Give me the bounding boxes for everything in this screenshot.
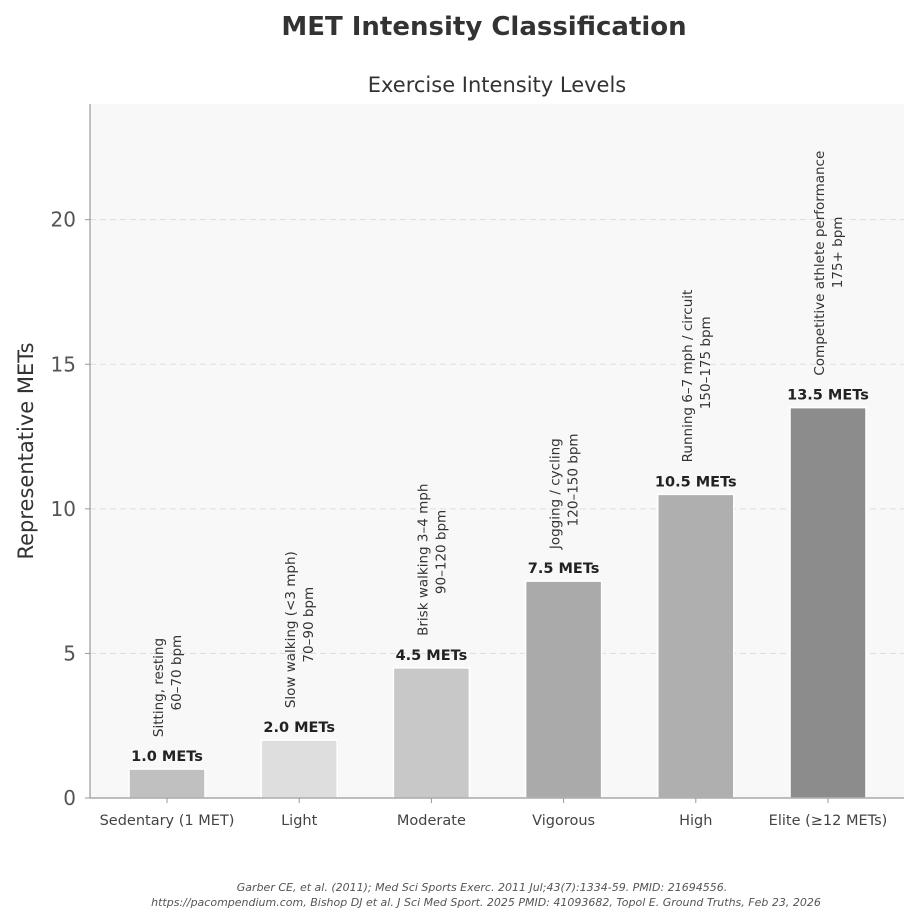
x-tick-label-5: Elite (≥12 METs) xyxy=(769,813,888,829)
bar-4 xyxy=(657,493,735,799)
annotation-activity-4: Running 6–7 mph / circuit xyxy=(680,290,696,463)
source-line-2: https://pacompendium.com, Bishop DJ et a… xyxy=(151,896,821,909)
annotation-heart-rate-1: 70–90 bpm xyxy=(301,587,317,663)
annotation-heart-rate-4: 150–175 bpm xyxy=(698,316,714,409)
bar-5 xyxy=(789,406,867,799)
x-ticks: Sedentary (1 MET) Light Moderate Vigorous Hi… xyxy=(100,798,888,829)
annotation-2: Brisk walking 3–4 mph 90–120 bpm xyxy=(415,484,449,636)
grid-lines xyxy=(90,219,904,654)
annotation-4: Running 6–7 mph / circuit 150–175 bpm xyxy=(680,290,714,463)
annotation-heart-rate-5: 175+ bpm xyxy=(830,217,846,289)
annotation-activity-5: Competitive athlete performance xyxy=(812,151,828,376)
y-ticks: 0 5 10 15 20 xyxy=(51,208,90,810)
annotation-heart-rate-3: 120–150 bpm xyxy=(566,433,582,526)
annotation-3: Jogging / cycling 120–150 bpm xyxy=(548,433,582,550)
value-label-4: 10.5 METs xyxy=(655,474,737,490)
y-tick-label-3: 15 xyxy=(51,352,76,376)
annotation-activity-3: Jogging / cycling xyxy=(548,438,564,550)
y-tick-label-4: 20 xyxy=(51,208,76,232)
annotation-0: Sitting, resting 60–70 bpm xyxy=(151,635,185,737)
x-tick-label-2: Moderate xyxy=(397,813,466,829)
bar-annotations: Sitting, resting 60–70 bpm Slow walking (<… xyxy=(151,151,846,737)
x-tick-label-4: High xyxy=(679,813,712,829)
plot-area xyxy=(90,104,904,798)
y-tick-label-2: 10 xyxy=(51,497,76,521)
source-line-1: Garber CE, et al. (2011); Med Sci Sports… xyxy=(237,881,727,894)
annotation-1: Slow walking (<3 mph) 70–90 bpm xyxy=(283,551,317,708)
value-labels: 1.0 METs 2.0 METs 4.5 METs 7.5 METs 10.5 MET… xyxy=(131,388,869,765)
value-label-3: 7.5 METs xyxy=(528,561,600,577)
x-tick-label-3: Vigorous xyxy=(532,813,595,829)
annotation-heart-rate-2: 90–120 bpm xyxy=(433,510,449,594)
bar-2 xyxy=(392,667,471,799)
x-tick-label-0: Sedentary (1 MET) xyxy=(100,813,235,829)
y-tick-label-1: 5 xyxy=(63,641,76,665)
value-label-5: 13.5 METs xyxy=(787,388,869,404)
annotation-activity-2: Brisk walking 3–4 mph xyxy=(415,484,431,636)
y-axis-label: Representative METs xyxy=(14,342,38,559)
bar-3 xyxy=(524,580,603,799)
bar-0 xyxy=(128,768,206,799)
chart-title: Exercise Intensity Levels xyxy=(368,73,627,97)
value-label-1: 2.0 METs xyxy=(263,720,335,736)
annotation-heart-rate-0: 60–70 bpm xyxy=(169,635,185,711)
figure-title: MET Intensity Classification xyxy=(281,12,686,42)
value-label-0: 1.0 METs xyxy=(131,749,203,765)
annotation-5: Competitive athlete performance 175+ bpm xyxy=(812,151,846,376)
y-tick-label-0: 0 xyxy=(63,786,76,810)
bar-1 xyxy=(260,739,338,799)
annotation-activity-0: Sitting, resting xyxy=(151,638,167,737)
x-tick-label-1: Light xyxy=(281,813,318,829)
annotation-activity-1: Slow walking (<3 mph) xyxy=(283,551,299,708)
value-label-2: 4.5 METs xyxy=(396,648,468,664)
